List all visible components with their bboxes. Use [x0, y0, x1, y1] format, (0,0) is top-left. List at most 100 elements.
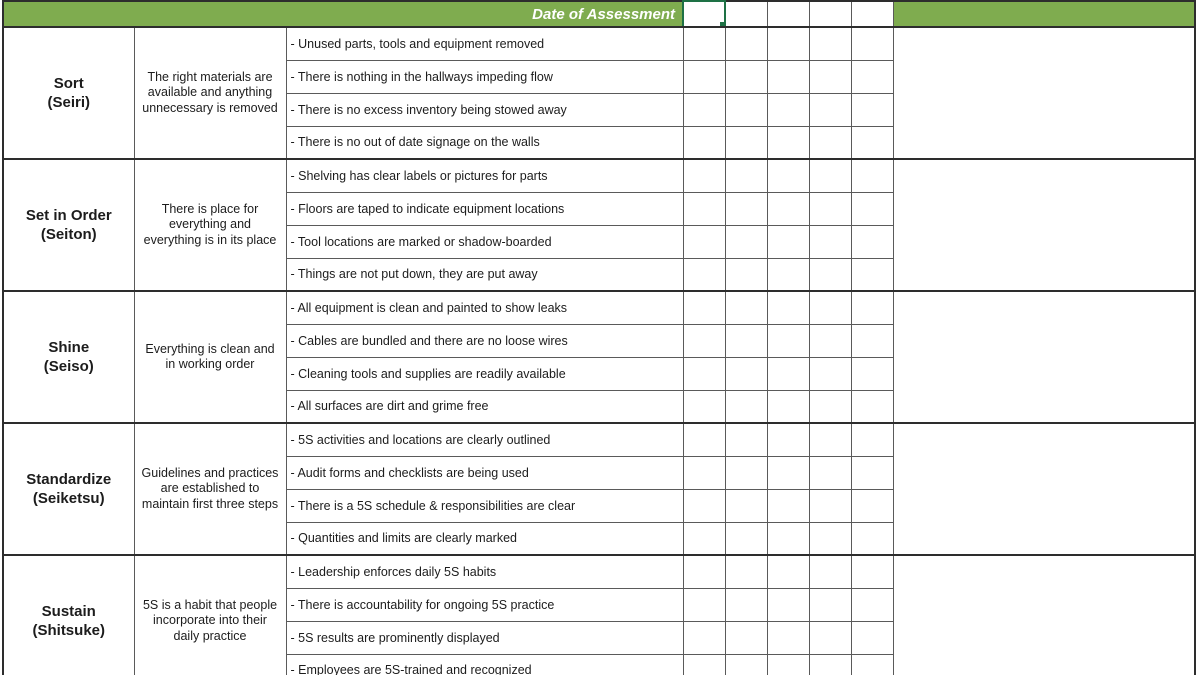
score-cell[interactable]: [850, 323, 894, 358]
score-cell[interactable]: [682, 92, 726, 127]
score-cell[interactable]: [766, 521, 810, 556]
score-cell[interactable]: [766, 455, 810, 490]
score-cell[interactable]: [808, 521, 852, 556]
score-cell[interactable]: [766, 26, 810, 61]
score-cell[interactable]: [682, 521, 726, 556]
score-cell[interactable]: [766, 257, 810, 292]
score-cell[interactable]: [724, 290, 768, 325]
selected-date-cell[interactable]: [682, 0, 727, 28]
score-cell[interactable]: [766, 422, 810, 457]
score-cell[interactable]: [682, 389, 726, 424]
score-cell[interactable]: [808, 356, 852, 391]
date-cell[interactable]: [808, 0, 852, 28]
score-cell[interactable]: [808, 158, 852, 193]
score-cell[interactable]: [682, 422, 726, 457]
score-cell[interactable]: [724, 554, 768, 589]
score-cell[interactable]: [682, 290, 726, 325]
score-cell[interactable]: [682, 455, 726, 490]
score-cell[interactable]: [766, 158, 810, 193]
score-cell[interactable]: [724, 521, 768, 556]
score-cell[interactable]: [850, 389, 894, 424]
date-cell[interactable]: [766, 0, 810, 28]
score-cell[interactable]: [682, 356, 726, 391]
score-cell[interactable]: [766, 59, 810, 94]
score-cell[interactable]: [682, 554, 726, 589]
score-cell[interactable]: [682, 59, 726, 94]
score-cell[interactable]: [682, 587, 726, 622]
score-cell[interactable]: [850, 356, 894, 391]
score-cell[interactable]: [766, 356, 810, 391]
score-cell[interactable]: [850, 488, 894, 523]
score-cell[interactable]: [850, 620, 894, 655]
score-cell[interactable]: [766, 224, 810, 259]
score-cell[interactable]: [682, 26, 726, 61]
score-cell[interactable]: [724, 323, 768, 358]
score-cell[interactable]: [724, 587, 768, 622]
score-cell[interactable]: [808, 620, 852, 655]
score-cell[interactable]: [724, 59, 768, 94]
score-cell[interactable]: [766, 620, 810, 655]
score-cell[interactable]: [724, 158, 768, 193]
score-cell[interactable]: [682, 158, 726, 193]
score-cell[interactable]: [724, 389, 768, 424]
notes-cell[interactable]: [892, 158, 1196, 292]
score-cell[interactable]: [808, 554, 852, 589]
score-cell[interactable]: [808, 323, 852, 358]
score-cell[interactable]: [808, 26, 852, 61]
score-cell[interactable]: [808, 389, 852, 424]
score-cell[interactable]: [724, 356, 768, 391]
date-cell[interactable]: [850, 0, 894, 28]
score-cell[interactable]: [766, 191, 810, 226]
score-cell[interactable]: [808, 290, 852, 325]
score-cell[interactable]: [850, 26, 894, 61]
score-cell[interactable]: [808, 488, 852, 523]
score-cell[interactable]: [724, 620, 768, 655]
score-cell[interactable]: [766, 125, 810, 160]
score-cell[interactable]: [766, 488, 810, 523]
score-cell[interactable]: [808, 125, 852, 160]
score-cell[interactable]: [682, 125, 726, 160]
score-cell[interactable]: [808, 455, 852, 490]
fill-handle-icon[interactable]: [719, 21, 724, 25]
score-cell[interactable]: [808, 59, 852, 94]
score-cell[interactable]: [766, 92, 810, 127]
score-cell[interactable]: [724, 92, 768, 127]
score-cell[interactable]: [808, 92, 852, 127]
score-cell[interactable]: [850, 290, 894, 325]
score-cell[interactable]: [850, 92, 894, 127]
score-cell[interactable]: [850, 59, 894, 94]
notes-cell[interactable]: [892, 290, 1196, 424]
score-cell[interactable]: [766, 653, 810, 675]
score-cell[interactable]: [766, 587, 810, 622]
score-cell[interactable]: [682, 191, 726, 226]
score-cell[interactable]: [850, 422, 894, 457]
score-cell[interactable]: [766, 389, 810, 424]
score-cell[interactable]: [724, 488, 768, 523]
score-cell[interactable]: [850, 554, 894, 589]
notes-cell[interactable]: [892, 26, 1196, 160]
score-cell[interactable]: [766, 290, 810, 325]
score-cell[interactable]: [808, 422, 852, 457]
score-cell[interactable]: [724, 257, 768, 292]
score-cell[interactable]: [682, 224, 726, 259]
score-cell[interactable]: [766, 554, 810, 589]
score-cell[interactable]: [724, 125, 768, 160]
score-cell[interactable]: [850, 224, 894, 259]
score-cell[interactable]: [682, 488, 726, 523]
score-cell[interactable]: [850, 587, 894, 622]
score-cell[interactable]: [724, 26, 768, 61]
score-cell[interactable]: [766, 323, 810, 358]
score-cell[interactable]: [850, 257, 894, 292]
score-cell[interactable]: [682, 653, 726, 675]
score-cell[interactable]: [808, 191, 852, 226]
notes-cell[interactable]: [892, 422, 1196, 556]
score-cell[interactable]: [850, 521, 894, 556]
score-cell[interactable]: [682, 257, 726, 292]
score-cell[interactable]: [808, 224, 852, 259]
score-cell[interactable]: [808, 257, 852, 292]
score-cell[interactable]: [724, 191, 768, 226]
score-cell[interactable]: [850, 455, 894, 490]
score-cell[interactable]: [724, 455, 768, 490]
score-cell[interactable]: [850, 653, 894, 675]
score-cell[interactable]: [724, 653, 768, 675]
